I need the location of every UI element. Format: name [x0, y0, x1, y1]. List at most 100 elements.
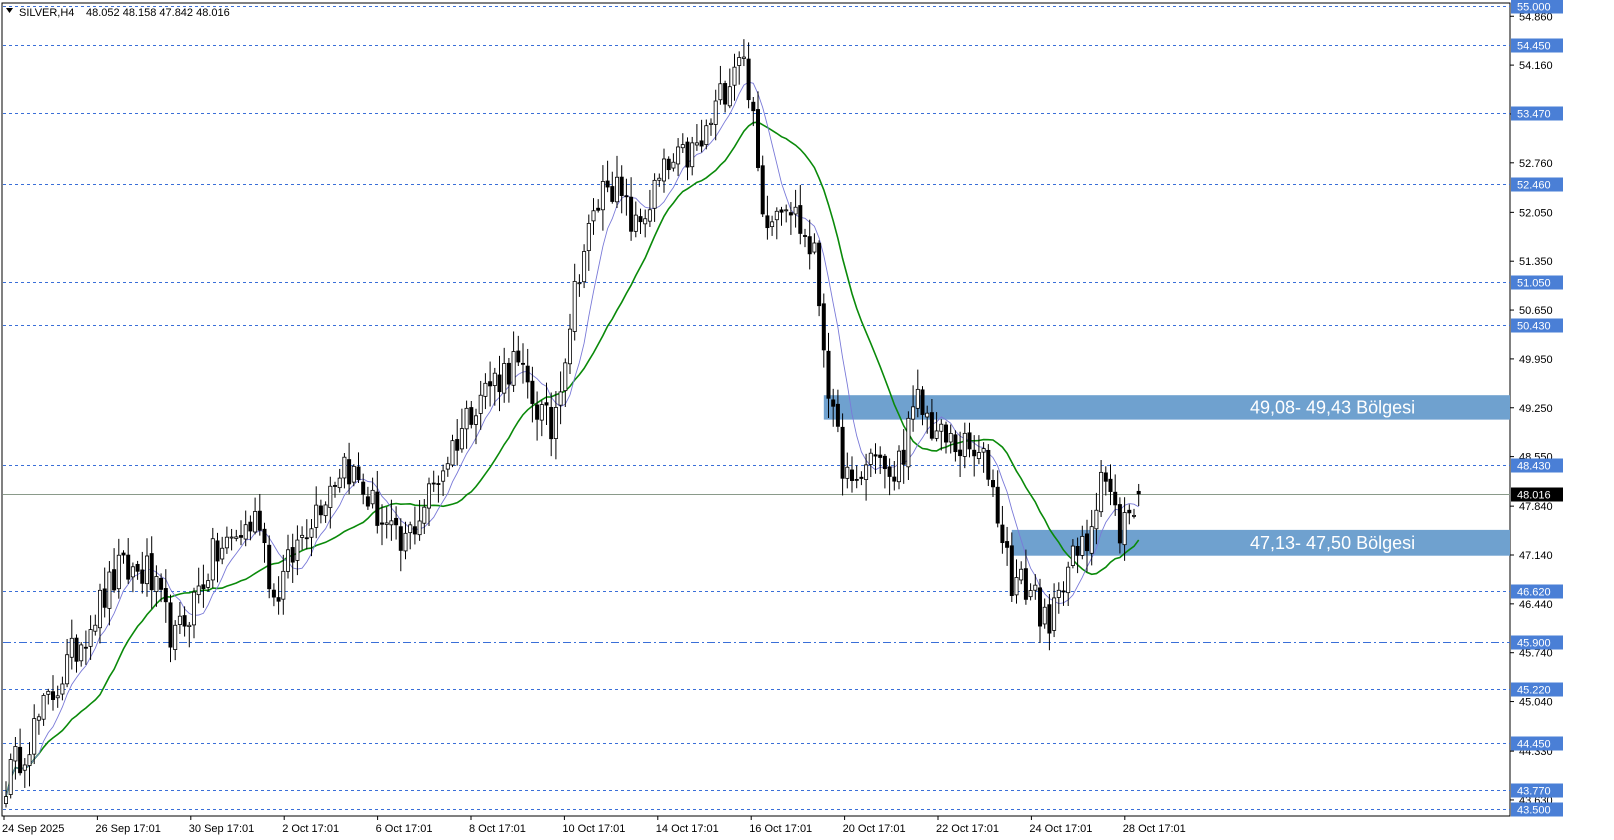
candle: [140, 551, 145, 594]
chart-header: SILVER,H4 48.052 48.158 47.842 48.016: [6, 7, 230, 19]
candle-body: [718, 83, 723, 101]
candle-body: [864, 464, 869, 480]
candle: [168, 594, 173, 663]
candle-body: [1005, 541, 1010, 548]
candle-body: [459, 428, 464, 450]
candle-body: [347, 459, 352, 485]
level-label: 53.470: [1517, 109, 1551, 121]
candle-body: [483, 382, 488, 397]
candle: [784, 204, 789, 223]
candle: [610, 171, 615, 204]
candle-body: [55, 695, 60, 699]
candle: [22, 758, 27, 788]
candle-body: [379, 522, 384, 525]
candle: [549, 392, 554, 457]
candle: [497, 355, 502, 412]
candle: [892, 461, 897, 491]
price-tick-label: 52.760: [1519, 158, 1553, 170]
candle: [332, 481, 337, 498]
candle: [882, 453, 887, 489]
candle-body: [60, 683, 65, 695]
candle: [788, 202, 793, 235]
candle: [582, 244, 587, 289]
candle: [210, 527, 215, 588]
candle: [8, 753, 13, 799]
candle-body: [544, 402, 549, 406]
candle-body: [671, 161, 676, 169]
candle: [191, 587, 196, 639]
candle-body: [74, 637, 79, 662]
candle-body: [473, 415, 478, 425]
candle-body: [911, 406, 916, 420]
candle: [774, 207, 779, 240]
level-label-bg: [1511, 38, 1563, 53]
candle: [652, 173, 657, 222]
candle: [600, 165, 605, 231]
candle-body: [976, 452, 981, 459]
level-label-bg: [1511, 106, 1563, 121]
candle: [229, 528, 234, 551]
candle-body: [760, 165, 765, 215]
candle-body: [337, 477, 342, 489]
level-label: 54.450: [1517, 41, 1551, 53]
candle: [351, 464, 356, 487]
candle: [638, 208, 643, 234]
candle-body: [1085, 533, 1090, 552]
candle-body: [243, 524, 248, 540]
candle-body: [652, 179, 657, 209]
candle-body: [469, 407, 474, 425]
candle: [426, 477, 431, 526]
candle: [944, 421, 949, 454]
candle-body: [662, 158, 667, 182]
candle: [32, 704, 37, 765]
candle-body: [685, 141, 690, 168]
candle: [187, 621, 192, 648]
candle-body: [173, 624, 178, 650]
candle-body: [920, 389, 925, 415]
candle-body: [1113, 491, 1118, 506]
candle: [79, 642, 84, 667]
candle: [478, 380, 483, 430]
zone-rect[interactable]: [823, 395, 1510, 420]
time-label: 2 Oct 17:01: [282, 823, 339, 835]
candle: [864, 453, 869, 501]
candle-body: [666, 158, 671, 171]
candle: [243, 510, 248, 547]
candle: [615, 155, 620, 208]
candle-body: [1103, 472, 1108, 482]
candle-body: [690, 142, 695, 168]
zone-label: 47,13- 47,50 Bölgesi: [1250, 533, 1415, 553]
candle: [1023, 549, 1028, 605]
candle: [953, 430, 958, 462]
candle: [342, 453, 347, 489]
candle: [398, 518, 403, 572]
triangle-down-icon[interactable]: [6, 8, 13, 13]
candle: [1103, 466, 1108, 496]
candle: [1038, 578, 1043, 644]
candle: [817, 240, 822, 317]
candle-body: [577, 282, 582, 285]
candle: [1099, 460, 1104, 517]
time-label: 10 Oct 17:01: [562, 823, 625, 835]
candle-body: [610, 186, 615, 202]
candle: [680, 133, 685, 154]
candle: [412, 506, 417, 545]
candle-body: [290, 547, 295, 563]
candle: [1070, 539, 1075, 569]
candle: [633, 201, 638, 238]
candle: [878, 446, 883, 475]
candle-body: [906, 417, 911, 468]
candle-body: [65, 654, 70, 685]
candle-body: [1000, 524, 1005, 544]
candle: [93, 614, 98, 636]
candle: [408, 521, 413, 550]
level-label: 52.460: [1517, 180, 1551, 192]
candle: [112, 548, 117, 593]
time-label: 30 Sep 17:01: [189, 823, 254, 835]
candle-body: [929, 412, 934, 439]
candle-body: [878, 454, 883, 458]
candle-body: [553, 407, 558, 440]
candle-body: [257, 510, 262, 531]
candle: [906, 411, 911, 481]
